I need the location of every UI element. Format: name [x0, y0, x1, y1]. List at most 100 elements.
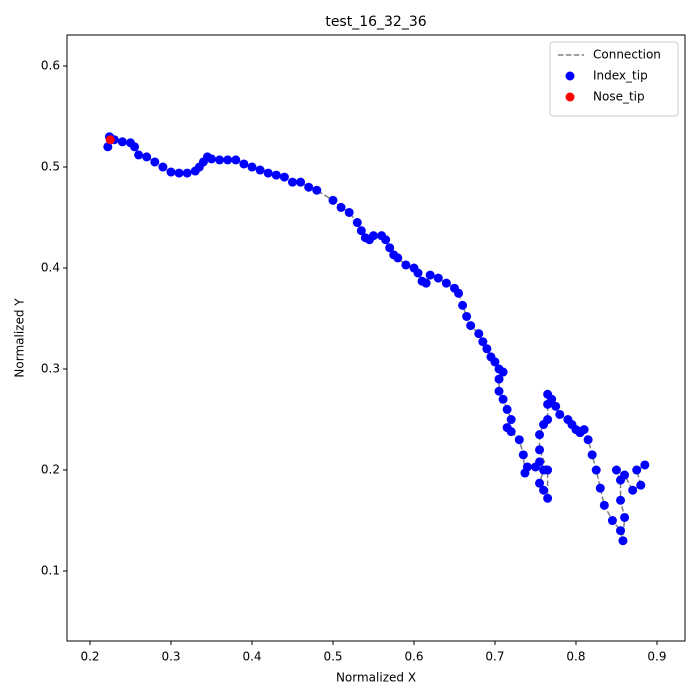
- point: [543, 415, 553, 425]
- point: [223, 155, 233, 165]
- legend-box: [549, 41, 679, 117]
- legend-marker: [565, 71, 575, 81]
- point: [518, 450, 528, 460]
- point: [628, 485, 638, 495]
- point: [296, 177, 306, 187]
- point: [328, 195, 338, 205]
- legend-label: Connection: [593, 48, 661, 62]
- point: [616, 495, 626, 505]
- point: [579, 425, 589, 435]
- point: [441, 278, 451, 288]
- point: [433, 273, 443, 283]
- point: [352, 218, 362, 228]
- point: [591, 465, 601, 475]
- point: [105, 135, 115, 145]
- point: [555, 409, 565, 419]
- y-tick-label: 0.3: [41, 362, 60, 376]
- point: [368, 231, 378, 241]
- point: [490, 357, 500, 367]
- point: [134, 150, 144, 160]
- point: [587, 450, 597, 460]
- point: [454, 288, 464, 298]
- point: [312, 185, 322, 195]
- point: [271, 170, 281, 180]
- point: [502, 404, 512, 414]
- point: [539, 485, 549, 495]
- x-axis-label: Normalized X: [336, 671, 416, 685]
- point: [421, 278, 431, 288]
- point: [304, 182, 314, 192]
- point: [616, 526, 626, 536]
- plot-frame: [66, 34, 686, 642]
- point: [599, 500, 609, 510]
- point: [506, 415, 516, 425]
- point: [103, 142, 113, 152]
- point: [279, 172, 289, 182]
- point: [263, 168, 273, 178]
- point: [287, 177, 297, 187]
- point: [620, 470, 630, 480]
- point: [535, 430, 545, 440]
- point: [506, 427, 516, 437]
- point: [620, 512, 630, 522]
- legend-marker: [565, 92, 575, 102]
- point: [607, 516, 617, 526]
- point: [583, 435, 593, 445]
- y-tick-label: 0.5: [41, 160, 60, 174]
- point: [514, 435, 524, 445]
- point: [618, 536, 628, 546]
- x-tick-label: 0.2: [80, 650, 99, 664]
- point: [239, 159, 249, 169]
- point: [158, 162, 168, 172]
- point: [393, 253, 403, 263]
- point: [611, 465, 621, 475]
- point: [231, 155, 241, 165]
- legend-label: Nose_tip: [593, 90, 645, 104]
- point: [215, 155, 225, 165]
- point: [535, 445, 545, 455]
- point: [522, 462, 532, 472]
- x-tick-label: 0.7: [485, 650, 504, 664]
- point: [401, 260, 411, 270]
- x-tick-label: 0.8: [566, 650, 585, 664]
- legend-label: Index_tip: [593, 69, 648, 83]
- point: [632, 465, 642, 475]
- x-tick-label: 0.3: [161, 650, 180, 664]
- chart-title: test_16_32_36: [325, 14, 426, 30]
- point: [356, 226, 366, 236]
- point: [462, 311, 472, 321]
- point: [478, 337, 488, 347]
- point: [142, 152, 152, 162]
- y-tick-label: 0.1: [41, 564, 60, 578]
- point: [413, 268, 423, 278]
- point: [482, 344, 492, 354]
- point: [425, 270, 435, 280]
- point: [474, 329, 484, 339]
- y-tick-label: 0.6: [41, 59, 60, 73]
- point: [381, 235, 391, 245]
- point: [174, 168, 184, 178]
- point: [498, 394, 508, 404]
- point: [182, 168, 192, 178]
- point: [543, 465, 553, 475]
- x-tick-label: 0.6: [404, 650, 423, 664]
- point: [494, 386, 504, 396]
- point: [336, 202, 346, 212]
- point: [551, 401, 561, 411]
- point: [636, 480, 646, 490]
- point: [535, 457, 545, 467]
- point: [117, 137, 127, 147]
- point: [385, 243, 395, 253]
- point: [150, 157, 160, 167]
- point: [255, 165, 265, 175]
- x-tick-label: 0.4: [242, 650, 261, 664]
- point: [344, 207, 354, 217]
- point: [458, 300, 468, 310]
- y-tick-label: 0.2: [41, 463, 60, 477]
- point: [498, 367, 508, 377]
- x-tick-label: 0.9: [647, 650, 666, 664]
- point: [640, 460, 650, 470]
- point: [543, 493, 553, 503]
